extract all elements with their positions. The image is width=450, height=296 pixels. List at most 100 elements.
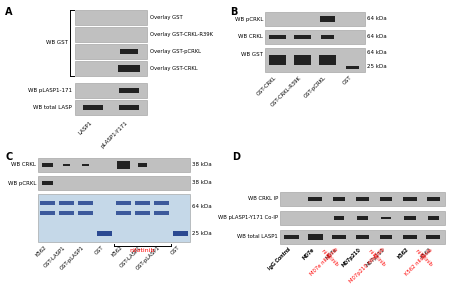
Text: LASP1: LASP1 xyxy=(77,120,93,136)
Bar xyxy=(38,176,190,190)
Text: 38 kDa: 38 kDa xyxy=(192,163,212,168)
Text: IgG Control: IgG Control xyxy=(267,247,292,271)
Bar xyxy=(38,194,190,242)
Text: WB pLASP1-171: WB pLASP1-171 xyxy=(28,88,72,93)
Bar xyxy=(118,65,140,72)
Bar xyxy=(403,234,417,239)
Bar xyxy=(280,211,445,225)
Text: Overlay GST-pCRKL: Overlay GST-pCRKL xyxy=(150,49,201,54)
Text: GST: GST xyxy=(94,245,104,256)
Bar xyxy=(82,164,89,166)
Bar xyxy=(280,230,445,244)
Bar xyxy=(403,197,417,202)
Bar xyxy=(269,55,286,65)
Bar xyxy=(135,201,150,205)
Bar xyxy=(42,181,53,186)
Text: K562 nilotinib: K562 nilotinib xyxy=(404,247,433,276)
Text: nilotinib: nilotinib xyxy=(366,247,386,267)
Bar xyxy=(59,211,74,215)
Text: D: D xyxy=(232,152,240,162)
Text: WB CRKL: WB CRKL xyxy=(238,35,263,39)
Bar xyxy=(154,201,169,205)
Bar xyxy=(404,215,415,221)
Text: K562: K562 xyxy=(396,247,410,260)
Bar xyxy=(346,66,359,69)
Text: 64 kDa: 64 kDa xyxy=(192,204,212,208)
Bar xyxy=(320,16,335,22)
Bar xyxy=(40,211,55,215)
Text: M07p210: M07p210 xyxy=(342,247,363,268)
Text: WB GST: WB GST xyxy=(241,52,263,57)
Bar xyxy=(284,234,299,239)
Text: GST: GST xyxy=(170,245,180,256)
Text: GST: GST xyxy=(342,75,352,86)
Text: K562: K562 xyxy=(396,247,410,260)
Bar xyxy=(75,83,147,98)
Text: 25 kDa: 25 kDa xyxy=(192,231,212,236)
Text: 38 kDa: 38 kDa xyxy=(192,181,212,186)
Bar xyxy=(356,235,369,239)
Bar xyxy=(97,231,112,236)
Bar xyxy=(294,35,310,39)
Bar xyxy=(75,100,147,115)
Text: WB pCRKL: WB pCRKL xyxy=(8,181,36,186)
Bar xyxy=(38,158,190,172)
Bar xyxy=(270,35,286,39)
Text: 25 kDa: 25 kDa xyxy=(367,65,387,70)
Text: IgG Control: IgG Control xyxy=(267,247,292,271)
Bar xyxy=(333,216,344,220)
Bar xyxy=(265,12,365,26)
Text: C: C xyxy=(5,152,12,162)
Text: Overlay GST-CRKL-R39K: Overlay GST-CRKL-R39K xyxy=(150,32,213,37)
Bar xyxy=(75,27,147,42)
Bar xyxy=(427,197,440,201)
Bar xyxy=(75,10,147,25)
Bar xyxy=(75,61,147,76)
Text: K562: K562 xyxy=(110,245,123,258)
Text: 64 kDa: 64 kDa xyxy=(367,35,387,39)
Text: GST-pCRKL: GST-pCRKL xyxy=(304,75,328,99)
Bar xyxy=(138,163,147,167)
Text: B: B xyxy=(230,7,238,17)
Bar xyxy=(117,161,130,169)
Bar xyxy=(83,105,103,110)
Bar xyxy=(119,105,139,110)
Bar xyxy=(75,44,147,59)
Text: Overlay GST-CRKL: Overlay GST-CRKL xyxy=(150,66,198,71)
Text: nilotinib: nilotinib xyxy=(319,247,339,267)
Bar xyxy=(78,201,93,205)
Bar xyxy=(356,197,369,201)
Text: M07e: M07e xyxy=(302,247,315,261)
Text: Overlay GST: Overlay GST xyxy=(150,15,183,20)
Bar xyxy=(265,48,365,72)
Bar xyxy=(294,55,310,65)
Text: GST-CRKL: GST-CRKL xyxy=(256,75,278,96)
Text: WB total LASP: WB total LASP xyxy=(33,105,72,110)
Text: GST-CRKL-R39K: GST-CRKL-R39K xyxy=(270,75,302,107)
Text: A: A xyxy=(5,7,13,17)
Bar xyxy=(59,201,74,205)
Text: GST-pLASP1: GST-pLASP1 xyxy=(135,245,162,271)
Text: WB pLASP1-Y171 Co-IP: WB pLASP1-Y171 Co-IP xyxy=(218,215,278,221)
Bar xyxy=(280,192,445,206)
Text: nilotinib: nilotinib xyxy=(130,247,155,252)
Bar xyxy=(40,201,55,205)
Text: GST-LASP1: GST-LASP1 xyxy=(119,245,143,269)
Text: M07p210: M07p210 xyxy=(342,247,363,268)
Bar xyxy=(380,235,392,239)
Bar xyxy=(116,201,131,205)
Bar xyxy=(381,217,391,219)
Text: WB total LASP1: WB total LASP1 xyxy=(237,234,278,239)
Bar xyxy=(332,234,346,239)
Bar xyxy=(320,55,336,65)
Bar xyxy=(380,197,392,201)
Bar xyxy=(135,211,150,215)
Bar xyxy=(426,234,440,239)
Bar xyxy=(173,231,188,236)
Text: K562: K562 xyxy=(34,245,48,258)
Bar xyxy=(265,30,365,44)
Text: pLASP1-Y171: pLASP1-Y171 xyxy=(100,120,129,149)
Text: 64 kDa: 64 kDa xyxy=(367,51,387,56)
Bar xyxy=(42,163,53,168)
Text: M07e nilotinib: M07e nilotinib xyxy=(309,247,339,277)
